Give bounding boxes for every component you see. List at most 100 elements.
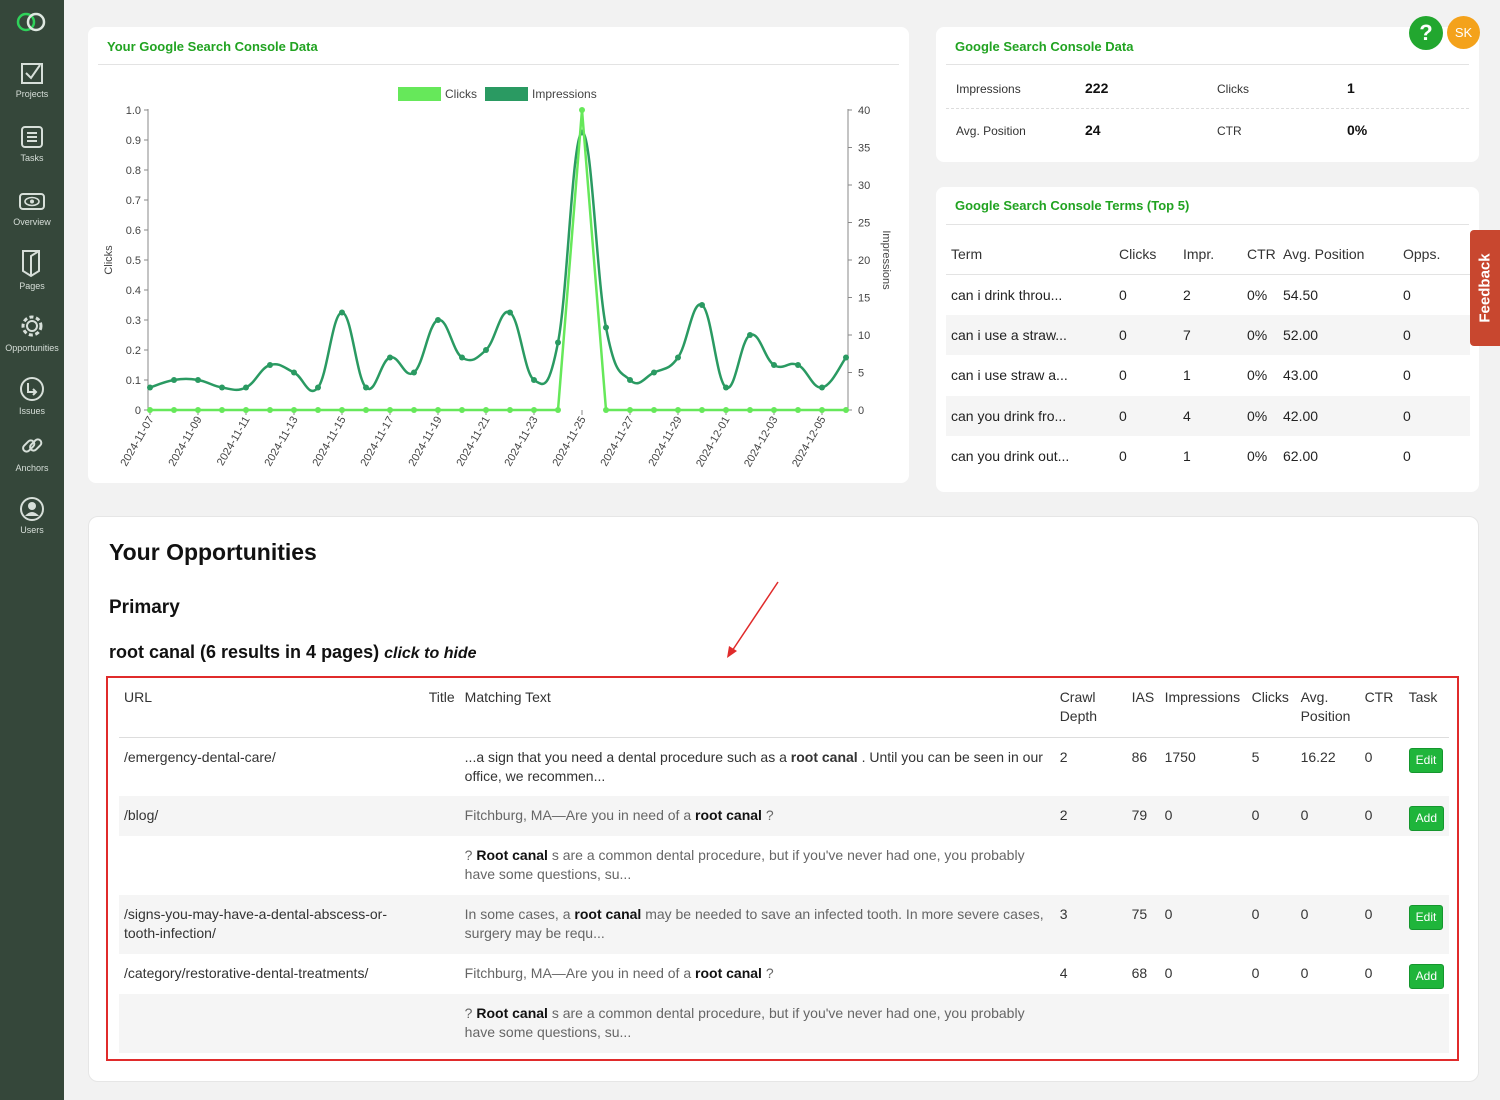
nav-issues-label: Issues [18, 406, 45, 416]
url-cell[interactable]: /blog/ [119, 796, 421, 836]
matching-text-before: ? [464, 847, 473, 863]
data-point-clicks [339, 407, 345, 413]
eye-icon [19, 193, 45, 210]
clicks-cell: 5 [1251, 748, 1260, 765]
matching-text-before: Fitchburg, MA—Are you in need of a [464, 807, 692, 823]
col-ctr[interactable]: CTR [1242, 234, 1278, 275]
title-cell [421, 737, 460, 796]
url-cell[interactable] [119, 994, 421, 1053]
term-cell[interactable]: can i use a straw... [946, 314, 1114, 355]
table-row: can i use a straw... 0 7 0% 52.00 0 [946, 314, 1470, 355]
clicks-cell: 0 [1251, 965, 1260, 981]
avg-position-cell [1295, 994, 1360, 1053]
app-logo[interactable] [14, 10, 50, 34]
url-cell[interactable]: /emergency-dental-care/ [124, 748, 276, 765]
nav-pages[interactable]: Pages [0, 248, 64, 291]
nav-issues[interactable]: Issues [0, 375, 64, 416]
add-task-button[interactable]: Add [1408, 806, 1444, 831]
data-point-clicks [723, 407, 729, 413]
col-avg-position[interactable]: Avg. Position [1278, 234, 1398, 275]
feedback-tab[interactable]: Feedback [1470, 230, 1500, 346]
pages-icon [22, 250, 40, 278]
term-cell[interactable]: can you drink out... [951, 448, 1070, 465]
crawl-depth-cell [1055, 836, 1127, 895]
col-impressions[interactable]: Impressions [1159, 678, 1247, 738]
edit-task-button[interactable]: Edit [1408, 905, 1444, 930]
clicks-cell: 0 [1246, 796, 1296, 836]
col-opps[interactable]: Opps. [1398, 234, 1470, 275]
col-term[interactable]: Term [946, 234, 1114, 275]
clicks-cell [1246, 994, 1296, 1053]
edit-task-button[interactable]: Edit [1408, 747, 1444, 773]
col-crawl-depth[interactable]: Crawl Depth [1054, 678, 1127, 738]
hide-toggle-link[interactable]: click to hide [384, 645, 477, 662]
data-point-clicks [603, 407, 609, 413]
avg-position-cell: 16.22 [1300, 748, 1336, 765]
table-row: ? Root canal s are a common dental proce… [119, 836, 1449, 895]
nav-users[interactable]: Users [0, 496, 64, 535]
data-point-impressions [483, 347, 489, 353]
x-tick-label: 2024-11-15 [310, 415, 348, 469]
crawl-depth-cell: 4 [1059, 965, 1068, 981]
data-point-impressions [435, 317, 441, 323]
position-cell: 42.00 [1278, 395, 1398, 436]
col-avg-position[interactable]: Avg. Position [1295, 678, 1360, 738]
col-ctr[interactable]: CTR [1359, 678, 1404, 738]
data-point-impressions [723, 384, 729, 391]
col-task[interactable]: Task [1403, 678, 1449, 738]
y-tick-label: 0.2 [126, 345, 141, 357]
data-point-clicks [267, 407, 273, 413]
task-cell [1404, 836, 1449, 895]
data-point-clicks [219, 407, 225, 413]
ctr-cell: 0% [1242, 395, 1278, 436]
data-point-impressions [555, 339, 561, 346]
ctr-cell [1360, 836, 1404, 895]
gsc-terms-title: Google Search Console Terms (Top 5) [955, 198, 1190, 213]
help-button[interactable]: ? [1409, 16, 1443, 50]
crawl-depth-cell: 3 [1054, 895, 1127, 954]
url-cell[interactable] [119, 836, 421, 895]
table-row: /emergency-dental-care/ ...a sign that yo… [119, 737, 1449, 796]
position-cell: 62.00 [1283, 448, 1319, 465]
url-cell[interactable]: /category/restorative-dental-treatments/ [124, 965, 369, 981]
nav-opportunities[interactable]: Opportunities [0, 312, 64, 353]
add-task-button[interactable]: Add [1408, 964, 1444, 989]
term-cell[interactable]: can i use straw a... [951, 367, 1068, 384]
nav-overview[interactable]: Overview [0, 188, 64, 227]
term-cell[interactable]: can i drink throu... [951, 286, 1063, 303]
feedback-label: Feedback [1476, 253, 1494, 323]
col-matching-text[interactable]: Matching Text [459, 678, 1055, 738]
matching-keyword: Root canal [476, 847, 548, 863]
title-cell [420, 796, 460, 836]
table-row: can you drink fro... 0 4 0% 42.00 0 [946, 395, 1470, 436]
y-tick-label: 0.4 [126, 285, 141, 297]
data-point-impressions [675, 354, 681, 361]
col-url[interactable]: URL [119, 678, 421, 738]
terms-table: Term Clicks Impr. CTR Avg. Position Opps… [946, 234, 1470, 477]
col-clicks[interactable]: Clicks [1246, 678, 1296, 738]
data-point-clicks [411, 407, 417, 413]
gsc-terms-card: Google Search Console Terms (Top 5) Term… [936, 187, 1479, 492]
col-ias[interactable]: IAS [1126, 678, 1160, 738]
clicks-cell: 0 [1119, 286, 1127, 303]
url-cell[interactable]: /signs-you-may-have-a-dental-abscess-or-… [119, 895, 421, 954]
nav-anchors[interactable]: Anchors [0, 432, 64, 473]
x-tick-label: 2024-11-19 [406, 415, 444, 469]
term-cell[interactable]: can you drink fro... [946, 395, 1114, 436]
matching-text-cell: ? Root canal s are a common dental proce… [460, 836, 1055, 895]
col-title[interactable]: Title [420, 678, 460, 738]
task-cell: Add [1403, 796, 1449, 836]
ias-cell: 79 [1126, 796, 1160, 836]
matching-text-before: ...a sign that you need a dental procedu… [464, 748, 787, 765]
user-icon [20, 497, 44, 521]
col-clicks[interactable]: Clicks [1114, 234, 1178, 275]
annotation-highlight-box [106, 676, 1459, 1061]
user-avatar[interactable]: SK [1447, 16, 1480, 49]
position-cell: 52.00 [1278, 314, 1398, 355]
nav-projects[interactable]: Projects [0, 60, 64, 99]
impressions-cell: 0 [1159, 796, 1247, 836]
col-impressions[interactable]: Impr. [1178, 234, 1242, 275]
task-cell: Edit [1404, 737, 1449, 796]
avg-position-cell [1296, 836, 1360, 895]
nav-tasks[interactable]: Tasks [0, 124, 64, 163]
